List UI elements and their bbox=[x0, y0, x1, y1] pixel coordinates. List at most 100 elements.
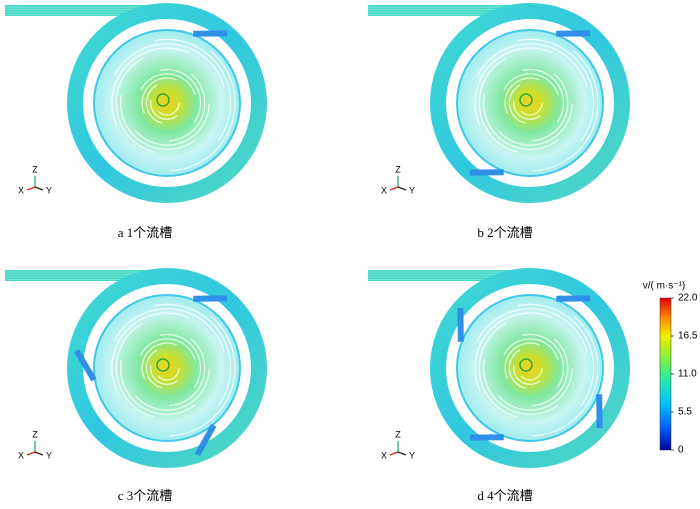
panel: Z X Yd 4个流槽 bbox=[368, 268, 630, 503]
inlet-pipe bbox=[5, 270, 175, 281]
axis-y bbox=[397, 451, 407, 456]
colorbar-title: v/( m·s⁻¹) bbox=[643, 281, 686, 292]
streamline bbox=[169, 73, 206, 142]
axis-y bbox=[397, 186, 407, 191]
axis-x bbox=[389, 186, 399, 191]
axis-x bbox=[26, 451, 36, 456]
shaft bbox=[519, 358, 533, 372]
streamline bbox=[474, 47, 552, 126]
shaft bbox=[156, 358, 170, 372]
streamline bbox=[154, 38, 232, 142]
outer-channel bbox=[430, 3, 630, 203]
panel: Z X Yc 3个流槽 bbox=[5, 268, 267, 503]
streamline bbox=[508, 349, 526, 389]
streamline bbox=[157, 367, 180, 381]
streamline bbox=[532, 73, 569, 142]
streamline bbox=[145, 349, 163, 389]
streamline bbox=[111, 312, 189, 391]
axis-label-y: Y bbox=[409, 185, 415, 195]
streamline bbox=[140, 338, 196, 361]
streamline bbox=[520, 367, 543, 381]
streamline bbox=[113, 308, 225, 353]
streamline bbox=[140, 73, 196, 96]
streamline bbox=[517, 38, 595, 142]
slot bbox=[194, 423, 217, 457]
streamline bbox=[135, 368, 210, 411]
panel: Z X Ya 1个流槽 bbox=[5, 3, 267, 240]
streamline bbox=[115, 322, 155, 418]
streamline bbox=[169, 50, 236, 172]
colorbar-tick-label: 16.5 bbox=[678, 331, 698, 342]
outer-channel bbox=[67, 268, 267, 468]
inner-flow bbox=[456, 294, 604, 442]
colorbar-tick-label: 11.0 bbox=[678, 369, 697, 380]
panels: Z X Ya 1个流槽 Z X Yb 2个流槽 Z X Yc 3个流槽 Z X Yd 4个流槽 bbox=[5, 3, 630, 503]
inner-flow bbox=[93, 294, 241, 442]
streamline bbox=[476, 308, 588, 353]
colorbar-tick-label: 5.5 bbox=[678, 407, 692, 418]
axis-label-z: Z bbox=[32, 429, 38, 439]
streamline bbox=[517, 303, 595, 407]
streamline bbox=[145, 84, 163, 124]
streamline bbox=[513, 100, 541, 120]
streamline bbox=[503, 338, 559, 361]
streamline bbox=[532, 315, 599, 437]
axis-label-x: X bbox=[381, 185, 387, 195]
colorbar-tick-label: 0 bbox=[678, 445, 684, 456]
caption: b 2个流槽 bbox=[477, 225, 532, 240]
streamline bbox=[169, 338, 206, 407]
streamline bbox=[520, 102, 543, 116]
axis-label-y: Y bbox=[409, 450, 415, 460]
streamline bbox=[120, 359, 196, 415]
streamline bbox=[150, 100, 178, 120]
outer-channel bbox=[430, 268, 630, 468]
colorbar bbox=[659, 297, 672, 451]
streamline bbox=[508, 84, 526, 124]
streamline bbox=[522, 68, 565, 123]
streamline bbox=[150, 365, 178, 385]
shaft bbox=[519, 93, 533, 107]
streamline bbox=[113, 43, 225, 88]
streamline bbox=[503, 73, 559, 96]
axis-label-x: X bbox=[18, 450, 24, 460]
panel: Z X Yb 2个流槽 bbox=[368, 3, 630, 240]
inner-flow bbox=[456, 29, 604, 177]
axis-label-z: Z bbox=[32, 164, 38, 174]
inlet-pipe bbox=[368, 270, 538, 281]
streamline bbox=[532, 338, 569, 407]
streamline bbox=[169, 315, 236, 437]
streamline bbox=[120, 94, 196, 150]
caption: c 3个流槽 bbox=[118, 488, 173, 503]
streamline bbox=[483, 94, 559, 150]
colorbar-tick-label: 22.0 bbox=[678, 293, 698, 304]
streamline bbox=[141, 77, 177, 114]
streamline bbox=[478, 322, 518, 418]
streamline bbox=[141, 342, 177, 379]
streamline bbox=[159, 68, 202, 123]
axis-y bbox=[34, 451, 44, 456]
streamline bbox=[476, 43, 588, 88]
axis-label-x: X bbox=[381, 450, 387, 460]
slot bbox=[74, 349, 97, 382]
inner-flow bbox=[93, 29, 241, 177]
streamline bbox=[483, 359, 559, 415]
axis-y bbox=[34, 186, 44, 191]
streamline bbox=[532, 50, 599, 172]
streamline bbox=[478, 57, 518, 153]
outer-channel bbox=[67, 3, 267, 203]
streamline bbox=[504, 77, 540, 114]
streamline bbox=[474, 312, 552, 391]
streamline bbox=[522, 333, 565, 388]
caption: a 1个流槽 bbox=[118, 225, 173, 240]
caption: d 4个流槽 bbox=[477, 488, 532, 503]
streamline bbox=[157, 102, 180, 116]
streamline bbox=[159, 333, 202, 388]
axis-label-z: Z bbox=[395, 164, 401, 174]
streamline bbox=[498, 103, 573, 146]
axis-x bbox=[26, 186, 36, 191]
axis-x bbox=[389, 451, 399, 456]
streamline bbox=[111, 47, 189, 126]
axis-label-y: Y bbox=[46, 185, 52, 195]
shaft bbox=[156, 93, 170, 107]
